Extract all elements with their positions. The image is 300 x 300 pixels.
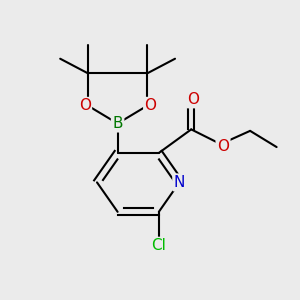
Text: O: O: [145, 98, 157, 113]
Text: O: O: [79, 98, 91, 113]
Text: O: O: [188, 92, 200, 107]
Text: B: B: [112, 116, 123, 131]
Text: Cl: Cl: [152, 238, 166, 253]
Text: O: O: [217, 139, 229, 154]
Text: N: N: [174, 175, 185, 190]
